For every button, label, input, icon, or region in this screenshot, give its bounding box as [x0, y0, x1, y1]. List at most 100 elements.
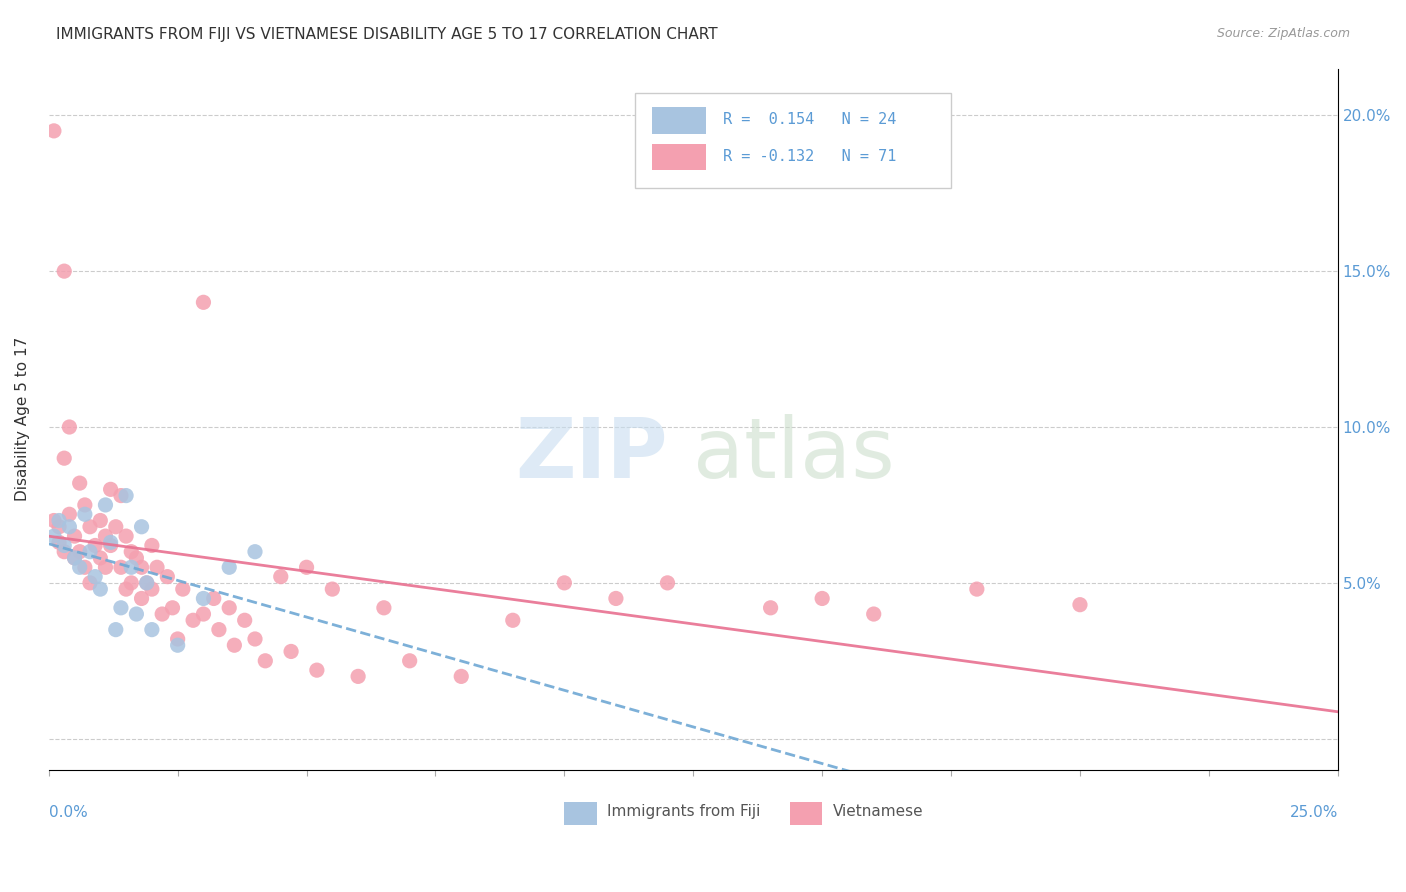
Text: R =  0.154   N = 24: R = 0.154 N = 24 [723, 112, 896, 128]
Point [58, 420, 80, 434]
Text: Source: ZipAtlas.com: Source: ZipAtlas.com [1216, 27, 1350, 40]
Point [450, 669, 472, 683]
Point [135, 575, 157, 590]
Point [100, 535, 122, 549]
Point [243, 544, 266, 558]
Text: 25.0%: 25.0% [1289, 805, 1337, 820]
Point [162, 600, 184, 615]
Point [254, 654, 277, 668]
Point [69, 544, 91, 558]
Point [48, 535, 70, 549]
Point [270, 569, 292, 583]
Point [131, 591, 153, 606]
Point [135, 575, 157, 590]
Point [48, 514, 70, 528]
Point [193, 607, 215, 621]
Text: ZIP: ZIP [515, 414, 668, 495]
Point [146, 560, 169, 574]
Point [53, 539, 76, 553]
Point [110, 489, 132, 503]
Point [224, 638, 246, 652]
Point [120, 560, 142, 574]
FancyBboxPatch shape [636, 93, 950, 187]
Point [48, 520, 70, 534]
Point [502, 613, 524, 627]
Point [172, 582, 194, 596]
Point [89, 550, 111, 565]
Point [89, 582, 111, 596]
Point [58, 520, 80, 534]
Point [398, 654, 420, 668]
Point [166, 638, 188, 652]
Point [166, 632, 188, 646]
Point [110, 600, 132, 615]
Point [811, 591, 834, 606]
Y-axis label: Disability Age 5 to 17: Disability Age 5 to 17 [15, 337, 30, 501]
Text: Immigrants from Fiji: Immigrants from Fiji [607, 805, 761, 820]
Point [63, 529, 86, 543]
Point [100, 483, 122, 497]
Point [208, 623, 231, 637]
Point [42, 529, 65, 543]
Point [73, 508, 96, 522]
Point [79, 544, 101, 558]
Point [89, 514, 111, 528]
Point [115, 489, 138, 503]
Point [321, 582, 343, 596]
FancyBboxPatch shape [564, 802, 596, 824]
Text: Vietnamese: Vietnamese [832, 805, 924, 820]
Point [243, 632, 266, 646]
Point [150, 607, 173, 621]
Point [202, 591, 225, 606]
Point [79, 520, 101, 534]
Text: 0.0%: 0.0% [49, 805, 87, 820]
Text: IMMIGRANTS FROM FIJI VS VIETNAMESE DISABILITY AGE 5 TO 17 CORRELATION CHART: IMMIGRANTS FROM FIJI VS VIETNAMESE DISAB… [56, 27, 718, 42]
Point [373, 600, 395, 615]
Point [280, 644, 302, 658]
Point [73, 498, 96, 512]
FancyBboxPatch shape [790, 802, 823, 824]
Point [104, 623, 127, 637]
Point [53, 544, 76, 558]
Point [69, 560, 91, 574]
Point [141, 539, 163, 553]
Point [141, 623, 163, 637]
Point [156, 569, 179, 583]
Point [63, 550, 86, 565]
Text: R = -0.132   N = 71: R = -0.132 N = 71 [723, 149, 896, 164]
Point [115, 582, 138, 596]
Text: atlas: atlas [693, 414, 896, 495]
Point [605, 591, 627, 606]
Point [79, 575, 101, 590]
Point [110, 560, 132, 574]
Point [193, 591, 215, 606]
Point [233, 613, 256, 627]
Point [120, 575, 142, 590]
Point [125, 550, 148, 565]
FancyBboxPatch shape [652, 107, 706, 134]
Point [141, 582, 163, 596]
Point [53, 451, 76, 466]
Point [58, 508, 80, 522]
Point [100, 539, 122, 553]
Point [1069, 598, 1091, 612]
Point [94, 498, 117, 512]
Point [104, 520, 127, 534]
Point [966, 582, 988, 596]
Point [862, 607, 884, 621]
Point [84, 569, 107, 583]
Point [218, 600, 240, 615]
Point [305, 663, 328, 677]
FancyBboxPatch shape [652, 144, 706, 170]
Point [553, 575, 575, 590]
Point [657, 575, 679, 590]
Point [42, 514, 65, 528]
Point [84, 539, 107, 553]
Point [63, 550, 86, 565]
Point [73, 560, 96, 574]
Point [218, 560, 240, 574]
Point [125, 607, 148, 621]
Point [131, 520, 153, 534]
Point [193, 295, 215, 310]
Point [120, 544, 142, 558]
